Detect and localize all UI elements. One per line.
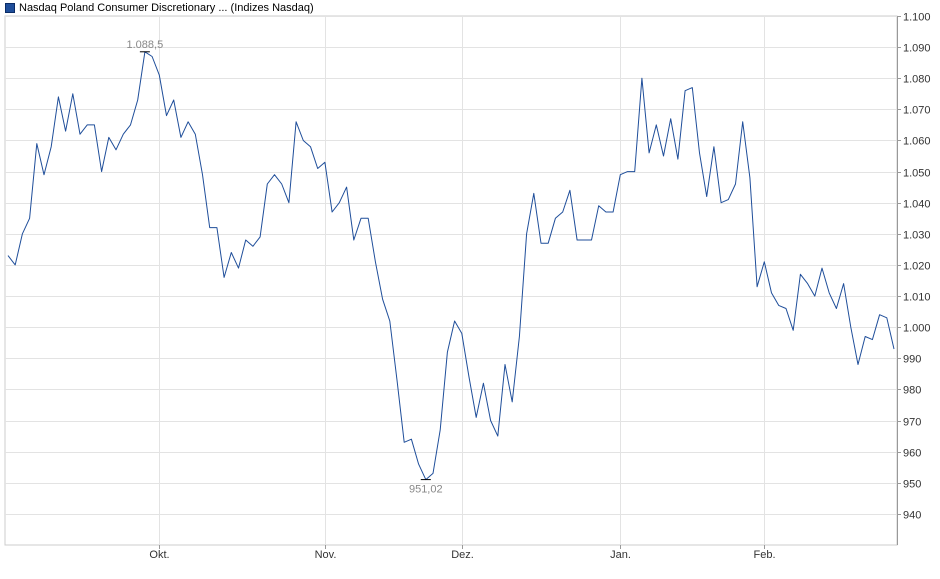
y-tick-label: 950 xyxy=(903,479,921,491)
chart-legend: Nasdaq Poland Consumer Discretionary ...… xyxy=(5,1,314,15)
x-tick-label: Feb. xyxy=(753,549,775,561)
legend-label: Nasdaq Poland Consumer Discretionary ...… xyxy=(19,2,314,14)
y-tick-label: 1.000 xyxy=(903,323,931,335)
y-tick-label: 1.010 xyxy=(903,292,931,304)
y-tick-label: 1.030 xyxy=(903,230,931,242)
y-tick-label: 1.100 xyxy=(903,12,931,24)
x-tick-label: Nov. xyxy=(315,549,337,561)
y-tick-label: 1.070 xyxy=(903,105,931,117)
series-line xyxy=(7,51,895,481)
y-tick-label: 1.050 xyxy=(903,168,931,180)
y-tick-label: 970 xyxy=(903,417,921,429)
y-tick-label: 1.060 xyxy=(903,136,931,148)
y-tick-label: 1.020 xyxy=(903,261,931,273)
y-tick-label: 990 xyxy=(903,354,921,366)
y-tick-label: 960 xyxy=(903,448,921,460)
x-tick-label: Jan. xyxy=(610,549,631,561)
low-label: 951,02 xyxy=(409,484,443,496)
x-tick-label: Dez. xyxy=(451,549,474,561)
legend-swatch xyxy=(5,3,15,13)
x-tick-label: Okt. xyxy=(149,549,169,561)
high-label: 1.088,5 xyxy=(127,39,164,51)
y-tick-label: 980 xyxy=(903,385,921,397)
y-tick-label: 1.040 xyxy=(903,199,931,211)
y-tick-label: 1.090 xyxy=(903,43,931,55)
y-tick-label: 1.080 xyxy=(903,74,931,86)
y-tick-label: 940 xyxy=(903,510,921,522)
plot-area xyxy=(4,15,898,546)
